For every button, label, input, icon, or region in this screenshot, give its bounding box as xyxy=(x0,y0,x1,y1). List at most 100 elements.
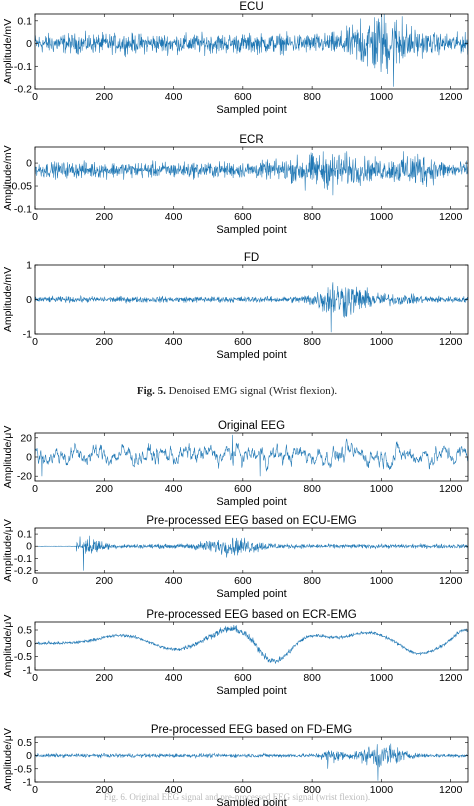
y-axis-label: Amplitude/μV xyxy=(2,728,14,791)
x-tick-label: 200 xyxy=(96,483,114,495)
x-tick-label: 1000 xyxy=(370,575,394,587)
y-tick-label: 1 xyxy=(26,260,32,272)
x-tick-label: 800 xyxy=(303,483,321,495)
chart-title: Original EEG xyxy=(218,420,285,432)
x-tick-label: 800 xyxy=(303,91,321,103)
y-tick-label: 0 xyxy=(26,541,32,553)
x-tick-label: 200 xyxy=(96,91,114,103)
y-tick-label: 0.5 xyxy=(17,737,32,749)
x-tick-label: 400 xyxy=(165,483,183,495)
chart-title: ECU xyxy=(239,1,263,13)
y-tick-label: 0 xyxy=(26,452,32,464)
y-axis-label: Amplitude/μV xyxy=(2,426,14,489)
x-tick-label: 800 xyxy=(303,211,321,223)
y-tick-label: 0.5 xyxy=(17,625,32,637)
y-tick-label: -1 xyxy=(23,329,32,341)
y-tick-label: -1 xyxy=(23,665,32,677)
x-tick-label: 1200 xyxy=(439,336,463,348)
y-tick-label: -0.2 xyxy=(14,84,32,96)
x-tick-label: 0 xyxy=(32,784,38,796)
x-axis-label: Sampled point xyxy=(216,349,286,361)
x-tick-label: 1200 xyxy=(439,672,463,684)
series-line xyxy=(34,282,468,333)
y-tick-label: -0.5 xyxy=(14,651,32,663)
x-tick-label: 400 xyxy=(165,336,183,348)
x-axis-label: Sampled point xyxy=(216,685,286,697)
x-tick-label: 400 xyxy=(165,784,183,796)
x-tick-label: 0 xyxy=(32,336,38,348)
x-tick-label: 200 xyxy=(96,211,114,223)
x-axis-label: Sampled point xyxy=(216,496,286,508)
x-tick-label: 1000 xyxy=(370,483,394,495)
x-tick-label: 400 xyxy=(165,672,183,684)
series-line xyxy=(34,13,468,87)
y-tick-label: 0.1 xyxy=(17,15,32,27)
y-tick-label: 0 xyxy=(26,38,32,50)
x-tick-label: 600 xyxy=(234,575,252,587)
y-axis-label: Amplitude/mV xyxy=(2,267,14,332)
y-tick-label: -0.05 xyxy=(8,181,32,193)
y-tick-label: -20 xyxy=(17,471,32,483)
plot-frame xyxy=(34,736,469,783)
x-tick-label: 600 xyxy=(234,483,252,495)
y-axis-label: Amplitude/mV xyxy=(2,145,14,210)
x-tick-label: 400 xyxy=(165,91,183,103)
x-tick-label: 400 xyxy=(165,575,183,587)
x-tick-label: 1200 xyxy=(439,784,463,796)
x-tick-label: 800 xyxy=(303,672,321,684)
x-tick-label: 1200 xyxy=(439,211,463,223)
series-line xyxy=(34,151,468,196)
y-axis-label: Amplitude/μV xyxy=(2,615,14,678)
figure-6-caption-text: Fig. 6. Original EEG signal and pre-proc… xyxy=(103,792,371,802)
chart-title: Pre-processed EEG based on ECU-EMG xyxy=(146,515,356,527)
series-line xyxy=(34,434,468,477)
y-tick-label: -0.1 xyxy=(14,204,32,216)
x-tick-label: 600 xyxy=(234,672,252,684)
plot-frame xyxy=(34,621,469,671)
x-axis-label: Sampled point xyxy=(216,797,286,806)
x-tick-label: 600 xyxy=(234,784,252,796)
x-tick-label: 1000 xyxy=(370,336,394,348)
x-tick-label: 0 xyxy=(32,575,38,587)
y-tick-label: -0.2 xyxy=(14,565,32,577)
y-tick-label: 0 xyxy=(26,638,32,650)
y-tick-label: -1 xyxy=(23,777,32,789)
figure-5-caption: Fig. 5. Denoised EMG signal (Wrist flexi… xyxy=(0,385,474,397)
y-tick-label: -0.1 xyxy=(14,61,32,73)
x-tick-label: 400 xyxy=(165,211,183,223)
series-line xyxy=(34,743,468,781)
series-line xyxy=(34,535,468,571)
y-tick-label: 20 xyxy=(20,432,32,444)
chart-title: FD xyxy=(244,252,259,264)
plot-frame xyxy=(34,13,469,90)
x-tick-label: 800 xyxy=(303,336,321,348)
x-tick-label: 600 xyxy=(234,211,252,223)
chart-title: Pre-processed EEG based on FD-EMG xyxy=(151,724,352,736)
figure-5-caption-text: Denoised EMG signal (Wrist flexion). xyxy=(168,385,338,397)
y-axis-label: Amplitude/mV xyxy=(2,19,14,84)
x-tick-label: 800 xyxy=(303,784,321,796)
y-tick-label: -0.1 xyxy=(14,553,32,565)
y-tick-label: 0 xyxy=(26,158,32,170)
x-tick-label: 600 xyxy=(234,91,252,103)
chart-title: Pre-processed EEG based on ECR-EMG xyxy=(146,609,356,621)
x-tick-label: 1000 xyxy=(370,211,394,223)
chart-title: ECR xyxy=(239,134,263,146)
x-tick-label: 1000 xyxy=(370,784,394,796)
y-tick-label: 0 xyxy=(26,294,32,306)
x-tick-label: 0 xyxy=(32,211,38,223)
y-tick-label: 0.1 xyxy=(17,529,32,541)
x-tick-label: 800 xyxy=(303,575,321,587)
x-tick-label: 1200 xyxy=(439,575,463,587)
plot-frame xyxy=(34,432,469,482)
x-tick-label: 1000 xyxy=(370,672,394,684)
x-axis-label: Sampled point xyxy=(216,588,286,600)
x-tick-label: 200 xyxy=(96,336,114,348)
figure-6-caption: Fig. 6. Original EEG signal and pre-proc… xyxy=(0,792,474,804)
x-tick-label: 0 xyxy=(32,483,38,495)
figure-5-label: Fig. 5. xyxy=(136,385,166,397)
plot-frame xyxy=(34,146,469,210)
x-tick-label: 1000 xyxy=(370,91,394,103)
plot-frame xyxy=(34,527,469,574)
